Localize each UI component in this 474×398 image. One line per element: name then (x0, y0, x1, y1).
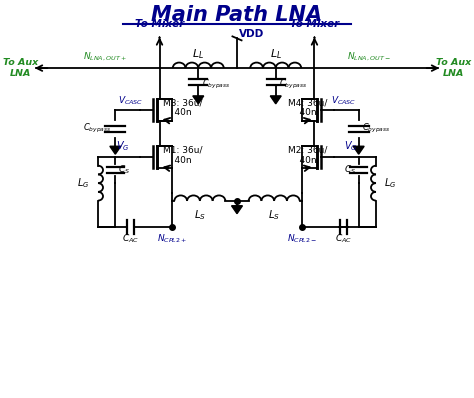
Text: M1: 36u/
    40n: M1: 36u/ 40n (163, 146, 203, 165)
Text: $V_G$: $V_G$ (116, 140, 130, 153)
Text: VDD: VDD (239, 29, 264, 39)
Text: To Aux
LNA: To Aux LNA (436, 59, 471, 78)
Text: To Aux
LNA: To Aux LNA (3, 59, 38, 78)
Text: $L_L$: $L_L$ (270, 47, 282, 61)
Polygon shape (353, 146, 364, 154)
Text: $N_{LNA,OUT+}$: $N_{LNA,OUT+}$ (83, 51, 127, 63)
Text: $N_{CPL2+}$: $N_{CPL2+}$ (157, 233, 187, 245)
Text: To Mixer: To Mixer (135, 19, 184, 29)
Text: $C_S$: $C_S$ (344, 164, 356, 176)
Text: $N_{LNA,OUT-}$: $N_{LNA,OUT-}$ (347, 51, 391, 63)
Text: $N_{CPL2-}$: $N_{CPL2-}$ (287, 233, 317, 245)
Polygon shape (270, 96, 281, 104)
Text: $L_G$: $L_G$ (77, 176, 90, 190)
Text: $V_G$: $V_G$ (344, 140, 358, 153)
Text: $C_{bypass}$: $C_{bypass}$ (83, 122, 112, 135)
Text: Main Path LNA: Main Path LNA (151, 4, 323, 25)
Text: $C_{AC}$: $C_{AC}$ (122, 233, 139, 245)
Text: $L_S$: $L_S$ (268, 208, 280, 222)
Polygon shape (231, 206, 243, 214)
Text: $L_G$: $L_G$ (384, 176, 397, 190)
Text: M3: 36u/
    40n: M3: 36u/ 40n (163, 98, 203, 117)
Text: $V_{CASC}$: $V_{CASC}$ (118, 94, 143, 107)
Text: $C_S$: $C_S$ (118, 164, 130, 176)
Text: M4: 36u/
    40n: M4: 36u/ 40n (288, 98, 328, 117)
Text: $L_S$: $L_S$ (194, 208, 206, 222)
Text: $C_{bypass}$: $C_{bypass}$ (362, 122, 391, 135)
Polygon shape (110, 146, 121, 154)
Text: To Mixer: To Mixer (290, 19, 339, 29)
Text: M2: 36u/
    40n: M2: 36u/ 40n (288, 146, 328, 165)
Text: $L_L$: $L_L$ (192, 47, 204, 61)
Text: $V_{CASC}$: $V_{CASC}$ (331, 94, 356, 107)
Polygon shape (193, 96, 204, 104)
Text: $C_{bypass}$: $C_{bypass}$ (279, 78, 308, 90)
Text: $C_{AC}$: $C_{AC}$ (335, 233, 352, 245)
Text: $C_{bypass}$: $C_{bypass}$ (202, 78, 230, 90)
